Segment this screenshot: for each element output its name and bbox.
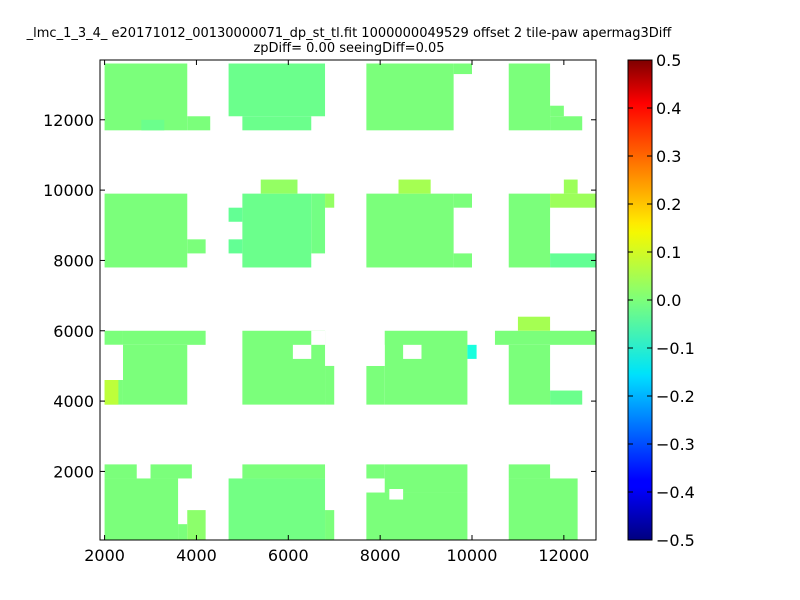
colorbar-tick-label-10: −0.5: [656, 531, 695, 550]
heatmap-cell-14: [242, 193, 312, 268]
plot-area: [104, 63, 596, 540]
heatmap-cell-19: [398, 179, 431, 194]
heatmap-cell-35: [467, 344, 477, 359]
x-tick-label-4: 10000: [447, 546, 498, 565]
heatmap-cell-33: [384, 330, 468, 405]
heatmap-cell-18: [366, 193, 454, 268]
heatmap-cell-0: [104, 63, 188, 131]
plot-frame: [99, 59, 597, 541]
heatmap-cell-26: [104, 330, 123, 345]
heatmap-cell-48: [366, 492, 468, 540]
heatmap-cell-47: [325, 510, 335, 540]
x-tick-label-1: 4000: [176, 546, 217, 565]
heatmap-cell-7: [508, 63, 551, 131]
empty-gap-1: [104, 344, 123, 380]
heatmap-cell-13: [228, 239, 243, 254]
y-tick-label-5: 12000: [43, 111, 94, 130]
heatmap-cell-16: [311, 193, 326, 254]
heatmap-cell-15: [260, 179, 298, 194]
x-tick-label-2: 6000: [268, 546, 309, 565]
heatmap-cell-43: [178, 524, 188, 540]
heatmap-cell-46: [242, 464, 326, 479]
empty-gap-3: [403, 344, 422, 359]
y-tick-label-2: 6000: [53, 322, 94, 341]
empty-gap-0: [366, 344, 385, 366]
colorbar-tick-label-8: −0.3: [656, 435, 695, 454]
empty-gap-2: [292, 344, 312, 359]
heatmap-cell-4: [242, 116, 312, 131]
colorbar-tick-label-2: 0.3: [656, 147, 681, 166]
colorbar-tick-label-3: 0.2: [656, 195, 681, 214]
y-tick-label-0: 2000: [53, 462, 94, 481]
heatmap-cell-45: [228, 478, 326, 540]
heatmap-cell-24: [563, 179, 578, 194]
heatmap-cell-34: [366, 365, 385, 405]
heatmap-cell-21: [453, 193, 472, 208]
heatmap-cell-20: [453, 253, 472, 268]
heatmap-cell-30: [104, 380, 119, 405]
heatmap-cell-2: [141, 119, 165, 131]
chart-title-line-1: _lmc_1_3_4_ e20171012_00130000071_dp_st_…: [26, 26, 673, 41]
y-tick-label-4: 10000: [43, 181, 94, 200]
colorbar-tick-label-1: 0.4: [656, 99, 681, 118]
heatmap-cell-23: [550, 193, 596, 208]
colorbar-ticks: 0.5 0.4 0.3 0.2 0.1 0.0 −0.1 −0.2 −0.3 −0.4 −0.5: [628, 51, 695, 550]
heatmap-cell-51: [508, 478, 578, 540]
heatmap-cell-10: [104, 193, 188, 268]
heatmap-cell-42: [104, 478, 179, 540]
heatmap-cell-22: [508, 193, 551, 268]
heatmap-cell-44: [187, 510, 206, 540]
x-tick-label-3: 8000: [360, 546, 401, 565]
x-axis: 2000 4000 6000 8000 10000 12000: [84, 60, 589, 565]
colorbar-tick-label-6: −0.1: [656, 339, 695, 358]
heatmap-cell-6: [453, 63, 472, 75]
heatmap-cell-8: [550, 116, 583, 131]
heatmap-cell-37: [517, 316, 551, 331]
empty-gap-5: [389, 489, 404, 500]
heatmap-cell-32: [325, 365, 335, 405]
heatmap-cell-12: [228, 207, 243, 222]
y-axis: 2000 4000 6000 8000 10000 12000: [43, 111, 596, 481]
heatmap-cell-27: [122, 330, 206, 345]
colorbar-tick-label-7: −0.2: [656, 387, 695, 406]
colorbar-tick-label-9: −0.4: [656, 483, 695, 502]
x-tick-label-0: 2000: [84, 546, 125, 565]
y-tick-label-1: 4000: [53, 392, 94, 411]
chart-title-line-2: zpDiff= 0.00 seeingDiff=0.05: [253, 41, 444, 56]
heatmap-cell-17: [325, 193, 335, 208]
y-tick-label-3: 8000: [53, 251, 94, 270]
heatmap-cell-41: [150, 464, 192, 479]
heatmap-cell-28: [122, 344, 188, 405]
heatmap-cell-50: [366, 464, 385, 479]
heatmap-cell-11: [187, 239, 206, 254]
heatmap-cell-25: [550, 253, 596, 268]
x-tick-label-5: 12000: [538, 546, 589, 565]
colorbar-tick-label-0: 0.5: [656, 51, 681, 70]
colorbar-tick-label-4: 0.1: [656, 243, 681, 262]
heatmap-cell-9: [550, 105, 564, 117]
empty-gap-4: [311, 330, 326, 345]
heatmap-cell-39: [550, 390, 583, 405]
heatmap-cell-3: [228, 63, 326, 117]
heatmap-cell-52: [508, 464, 551, 479]
colorbar-tick-label-5: 0.0: [656, 291, 681, 310]
heatmap-cell-40: [104, 464, 137, 479]
heatmap-cell-1: [187, 116, 211, 131]
heatmap-cell-38: [508, 344, 551, 405]
heatmap-cell-5: [366, 63, 454, 131]
heatmap-cell-49: [384, 464, 468, 493]
heatmap-cell-36: [494, 330, 596, 345]
